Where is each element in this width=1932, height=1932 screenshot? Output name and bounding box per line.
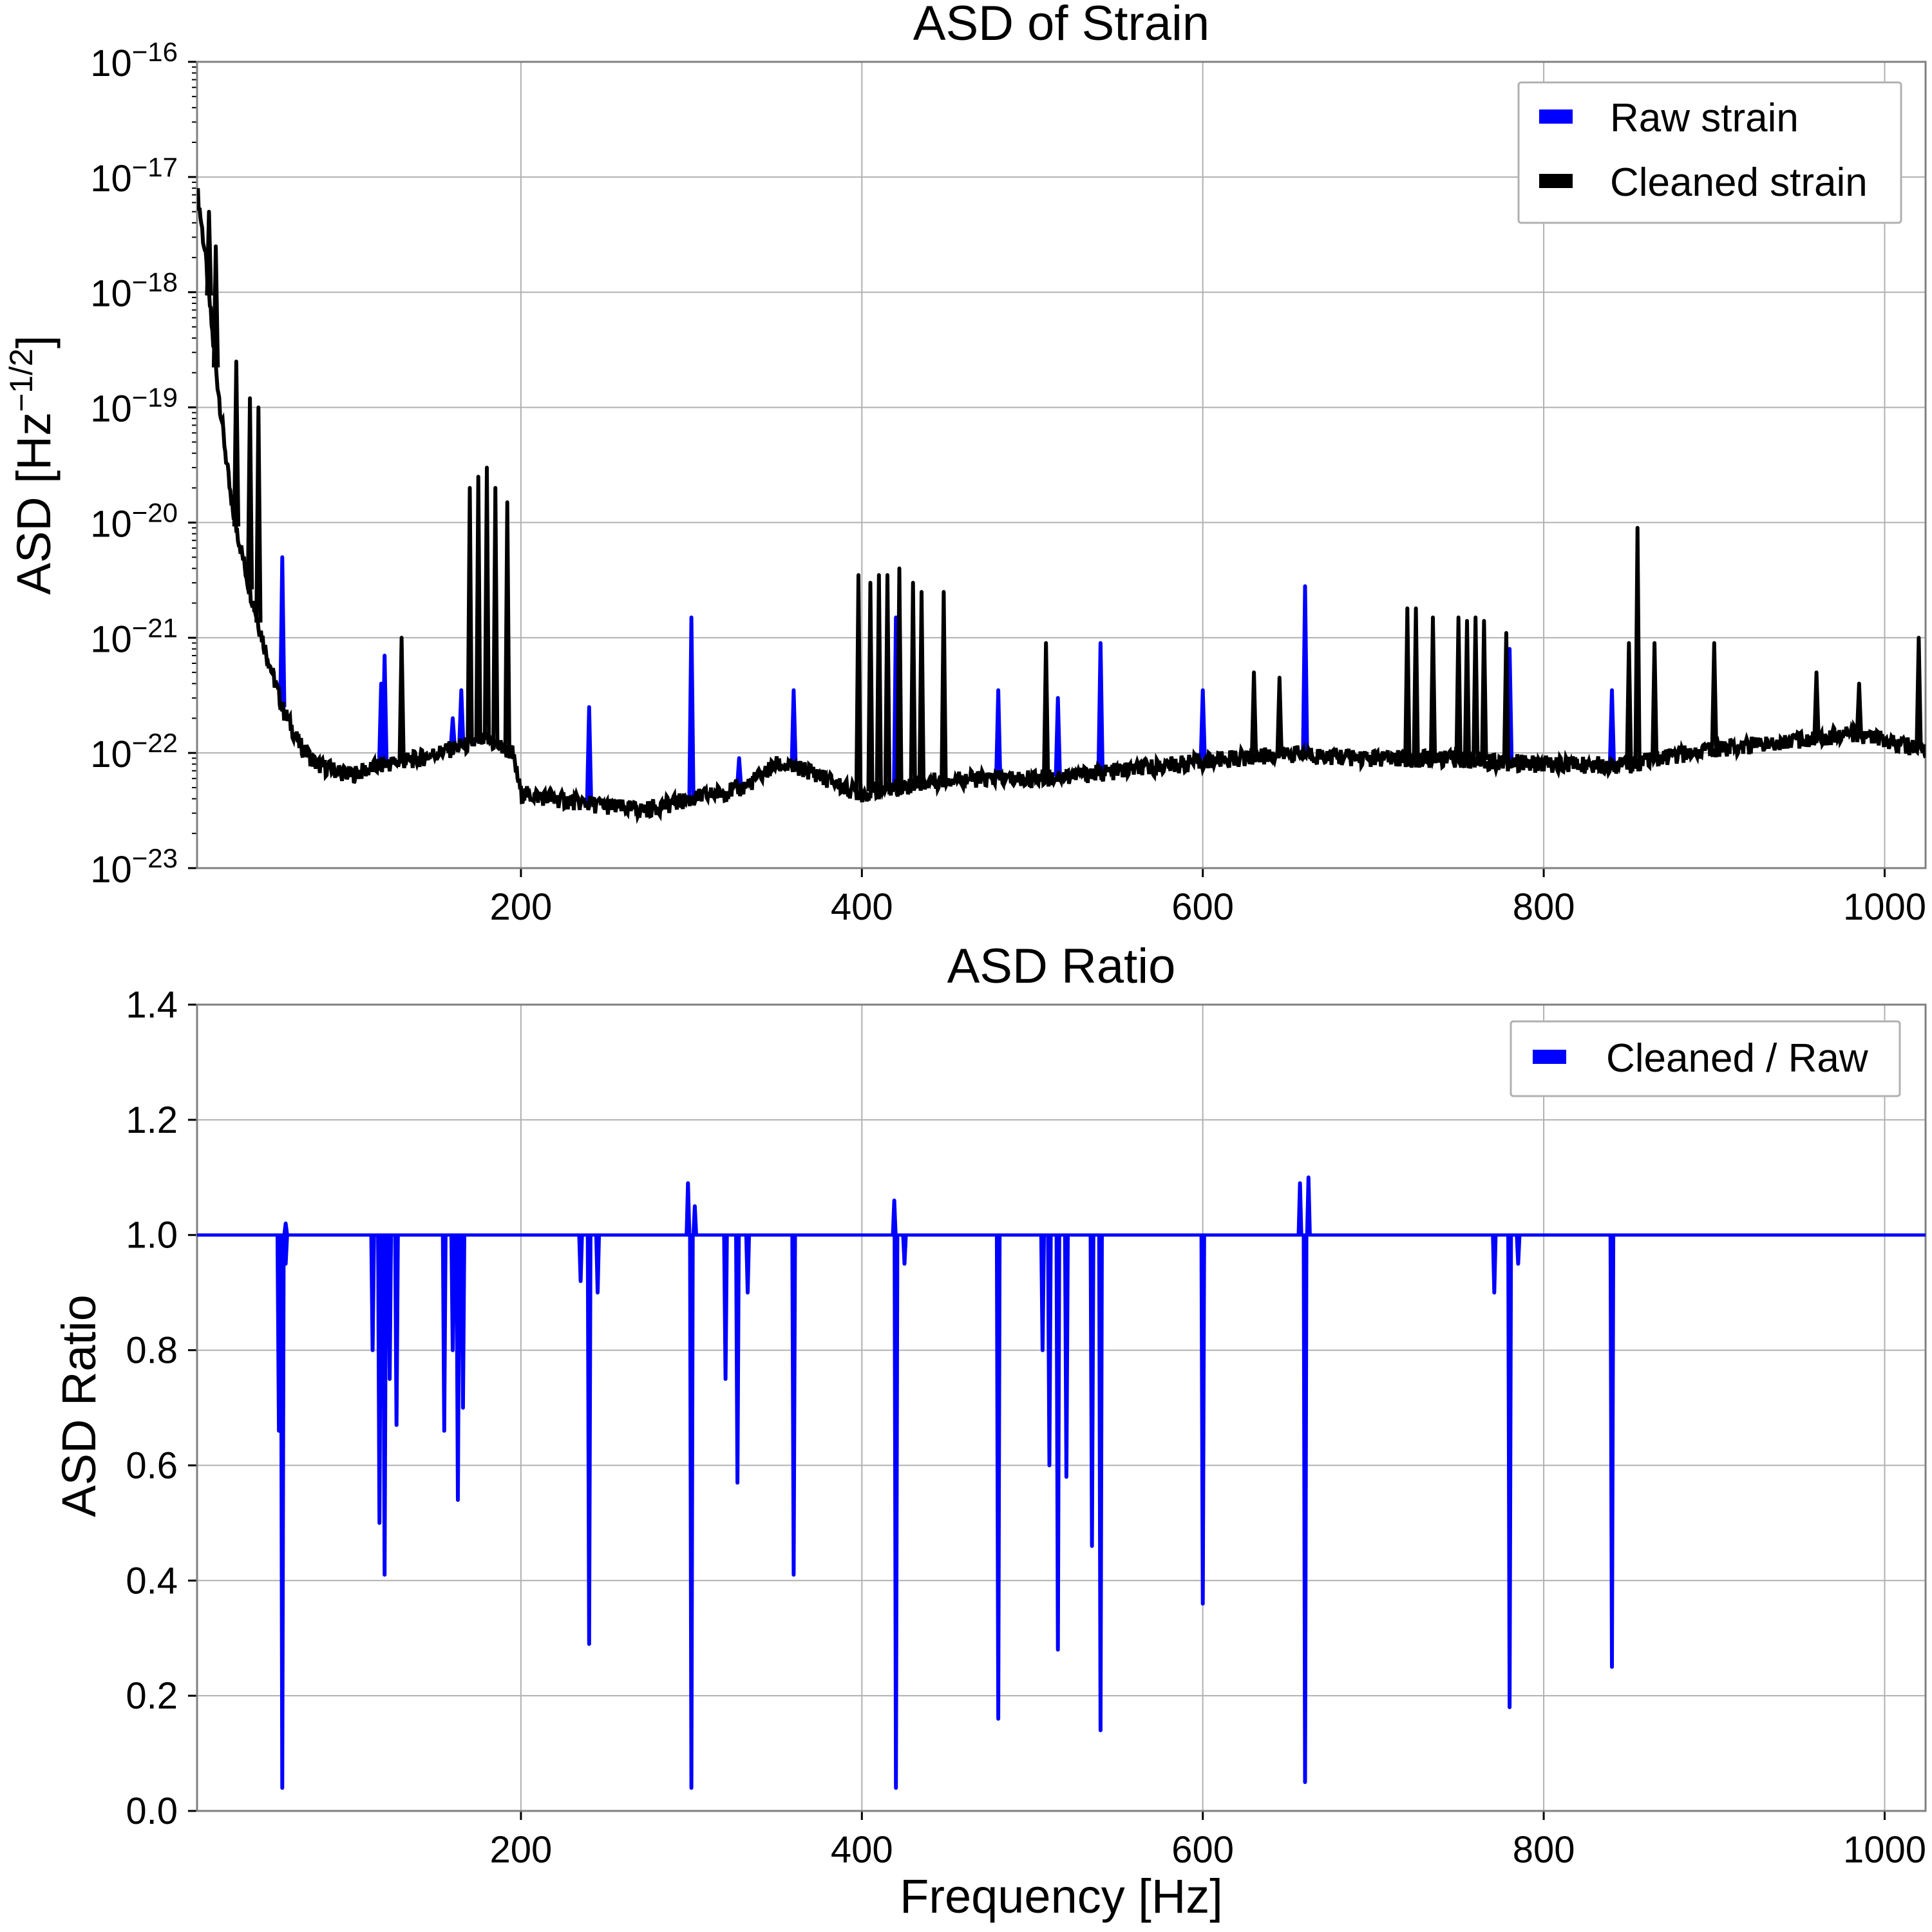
asd-strain-y-tick-label: 10−17 <box>90 151 178 200</box>
asd-ratio-y-tick-label: 0.4 <box>126 1560 178 1602</box>
asd-strain-y-tick-label: 10−18 <box>90 267 178 315</box>
asd-ratio-y-tick-label: 0.6 <box>126 1444 178 1486</box>
cleaned-raw-line <box>275 1175 1616 1790</box>
asd-strain-x-tick-label: 200 <box>490 886 553 928</box>
legend-label-cleaned-strain: Cleaned strain <box>1610 160 1868 205</box>
asd-ratio-axes-frame <box>196 1003 1927 1812</box>
legend-label-raw-strain: Raw strain <box>1610 96 1799 140</box>
asd-ratio-legend: Cleaned / Raw <box>1510 1020 1901 1097</box>
legend-swatch-raw-strain <box>1539 109 1573 124</box>
raw-strain-line <box>278 555 1616 804</box>
asd-strain-x-tick-label: 600 <box>1171 886 1234 928</box>
asd-ratio-x-tick-label: 400 <box>831 1829 893 1871</box>
asd-ratio-x-tick-label: 800 <box>1513 1829 1575 1871</box>
asd-strain-y-tick-label: 10−19 <box>90 382 178 430</box>
asd-strain-y-tick-label: 10−21 <box>90 612 178 660</box>
asd-ratio-legend-frame <box>1510 1020 1901 1097</box>
asd-ratio-x-tick-label: 1000 <box>1843 1829 1926 1871</box>
legend-swatch-cleaned-strain <box>1539 174 1573 188</box>
asd-strain-y-tick-label: 10−16 <box>90 37 178 85</box>
frequency-x-axis-label: Frequency [Hz] <box>900 1870 1223 1923</box>
asd-strain-y-tick-label: 10−23 <box>90 843 178 891</box>
legend-label-cleaned-raw: Cleaned / Raw <box>1606 1036 1868 1081</box>
asd-strain-x-tick-label: 800 <box>1513 886 1575 928</box>
asd-strain-axes-frame <box>196 61 1927 869</box>
asd-strain-title: ASD of Strain <box>913 0 1209 51</box>
asd-strain-legend: Raw strain Cleaned strain <box>1517 81 1902 224</box>
asd-strain-y-tick-label: 10−22 <box>90 728 178 776</box>
asd-strain-legend-frame <box>1517 81 1902 224</box>
asd-ratio-title: ASD Ratio <box>947 939 1176 994</box>
asd-ratio-y-tick-label: 1.0 <box>126 1215 178 1256</box>
asd-ratio-y-tick-label: 0.0 <box>126 1790 178 1832</box>
asd-ratio-y-tick-label: 0.8 <box>126 1330 178 1372</box>
asd-strain-plot: 200 400 600 800 1000 10−16 10−17 10−18 10−19 10−2… <box>3 0 1927 928</box>
asd-ratio-plot: 200 400 600 800 1000 0.0 0.2 0.4 0.6 0.8 1.0 1.2 1.4… <box>52 939 1927 1923</box>
legend-swatch-cleaned-raw <box>1533 1050 1566 1064</box>
asd-ratio-y-tick-label: 1.4 <box>126 984 178 1026</box>
asd-ratio-y-tick-label: 0.2 <box>126 1675 178 1717</box>
asd-strain-x-tick-label: 400 <box>831 886 893 928</box>
asd-ratio-x-tick-label: 200 <box>490 1829 553 1871</box>
asd-ratio-y-axis-label: ASD Ratio <box>52 1294 106 1517</box>
cleaned-strain-line <box>197 188 1926 824</box>
cleaned-strain-peaks <box>205 209 1923 792</box>
asd-strain-x-tick-label: 1000 <box>1843 886 1926 928</box>
asd-strain-y-axis-label: ASD [Hz−1/2] <box>3 336 61 595</box>
asd-ratio-x-tick-label: 600 <box>1171 1829 1234 1871</box>
asd-ratio-y-tick-label: 1.2 <box>126 1099 178 1141</box>
asd-strain-y-tick-label: 10−20 <box>90 497 178 545</box>
